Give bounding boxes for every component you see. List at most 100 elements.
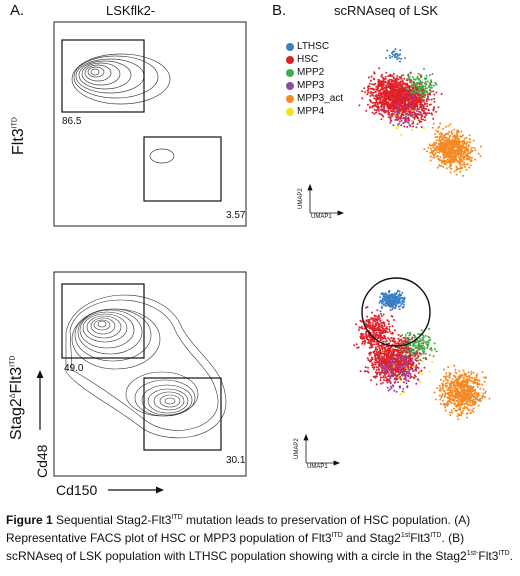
umap-cell-point (467, 375, 470, 378)
umap-cell-point (452, 157, 454, 160)
legend-dot-mpp2 (286, 68, 294, 77)
umap-cell-point (456, 153, 458, 156)
umap-cell-point (464, 374, 467, 377)
umap-cell-point (471, 395, 474, 397)
umap-cell-point (421, 94, 424, 97)
umap-cell-point (395, 113, 398, 116)
umap-cell-point (406, 78, 409, 80)
umap-cell-point (406, 370, 409, 373)
umap-cell-point (474, 149, 477, 152)
umap-cell-point (389, 377, 392, 380)
facs-bottom-gate1-pct: 49.0 (64, 363, 84, 374)
umap-cell-point (424, 77, 426, 80)
umap-cell-point (374, 363, 377, 366)
umap-cell-point (405, 104, 408, 107)
umap-cell-point (368, 334, 371, 337)
umap-cell-point (373, 314, 376, 317)
umap-cell-point (417, 87, 420, 90)
umap-cell-point (404, 336, 407, 339)
umap-cell-point (445, 167, 448, 170)
umap-cell-point (449, 159, 452, 162)
umap-cell-point (409, 375, 412, 377)
umap-cell-point (397, 298, 400, 301)
umap-cell-point (379, 358, 382, 361)
umap-cell-point (394, 303, 397, 306)
umap-cell-point (367, 87, 370, 90)
umap-cell-point (411, 120, 414, 123)
umap-cell-point (383, 103, 386, 106)
umap-cell-point (367, 318, 370, 321)
umap-cell-point (422, 100, 425, 103)
umap-cell-point (377, 86, 379, 88)
umap-cell-point (411, 91, 414, 94)
umap-cell-point (458, 140, 461, 143)
umap-cell-point (407, 340, 410, 343)
umap-cell-point (420, 339, 423, 342)
legend-dot-hsc (286, 55, 294, 64)
umap-cell-point (380, 312, 382, 315)
umap-cell-point (411, 352, 414, 355)
umap-cell-point (428, 112, 431, 115)
umap-cell-point (396, 295, 399, 298)
umap-cell-point (481, 397, 483, 400)
umap-cell-point (446, 396, 449, 399)
umap-cell-point (472, 139, 475, 142)
umap-cell-point (377, 98, 379, 101)
umap-cell-point (400, 362, 403, 365)
legend-item-mpp2: MPP2 (286, 66, 343, 79)
facs-top-gate2 (143, 136, 222, 202)
umap-cell-point (457, 379, 460, 381)
umap-cell-point (407, 336, 410, 339)
umap-cell-point (401, 374, 404, 377)
umap-cell-point (367, 359, 370, 362)
umap-cell-point (383, 379, 386, 382)
umap-cell-point (377, 105, 379, 108)
umap-cell-point (414, 335, 417, 338)
umap-bottom-axis2-label: UMAP2 (294, 438, 300, 459)
umap-cell-point (406, 385, 409, 388)
umap-cell-point (425, 98, 428, 101)
umap-cell-point (392, 348, 395, 351)
umap-cell-point (372, 331, 375, 334)
umap-cell-point (434, 136, 437, 139)
umap-cell-point (424, 119, 427, 122)
umap-cell-point (415, 97, 418, 100)
umap-cell-point (413, 344, 416, 347)
umap-cell-point (393, 356, 396, 359)
umap-cell-point (401, 291, 404, 294)
umap-cell-point (458, 157, 461, 160)
umap-cell-point (380, 352, 383, 355)
facs-bottom-gate2-pct: 30.1 (226, 455, 246, 466)
umap-cell-point (468, 403, 471, 406)
umap-cell-point (382, 365, 384, 368)
umap-cell-point (415, 368, 417, 371)
umap-cell-point (415, 99, 418, 102)
umap-cell-point (365, 330, 368, 333)
umap-cell-point (397, 300, 400, 303)
umap-cell-point (382, 354, 384, 357)
umap-cell-point (380, 105, 383, 108)
umap-cell-point (392, 94, 395, 97)
umap-cell-point (382, 87, 385, 90)
umap-cell-point (451, 148, 454, 151)
umap-cell-point (377, 81, 380, 84)
umap-cell-point (465, 412, 468, 415)
umap-cell-point (442, 399, 444, 402)
umap-cell-point (401, 117, 404, 120)
umap-cell-point (381, 346, 384, 349)
umap-cell-point (443, 157, 446, 160)
umap-cell-point (378, 353, 381, 356)
umap-cell-point (412, 349, 415, 352)
umap-cell-point (399, 53, 401, 56)
umap-cell-point (399, 49, 402, 52)
umap-cell-point (403, 350, 406, 353)
umap-cell-point (371, 322, 374, 324)
umap-cell-point (379, 379, 382, 382)
umap-cell-point (389, 103, 392, 106)
umap-cell-point (419, 102, 422, 105)
umap-cell-point (457, 403, 460, 406)
umap-cell-point (419, 106, 422, 109)
umap-cell-point (382, 340, 384, 343)
umap-cell-point (380, 334, 382, 337)
umap-cell-point (463, 137, 466, 140)
